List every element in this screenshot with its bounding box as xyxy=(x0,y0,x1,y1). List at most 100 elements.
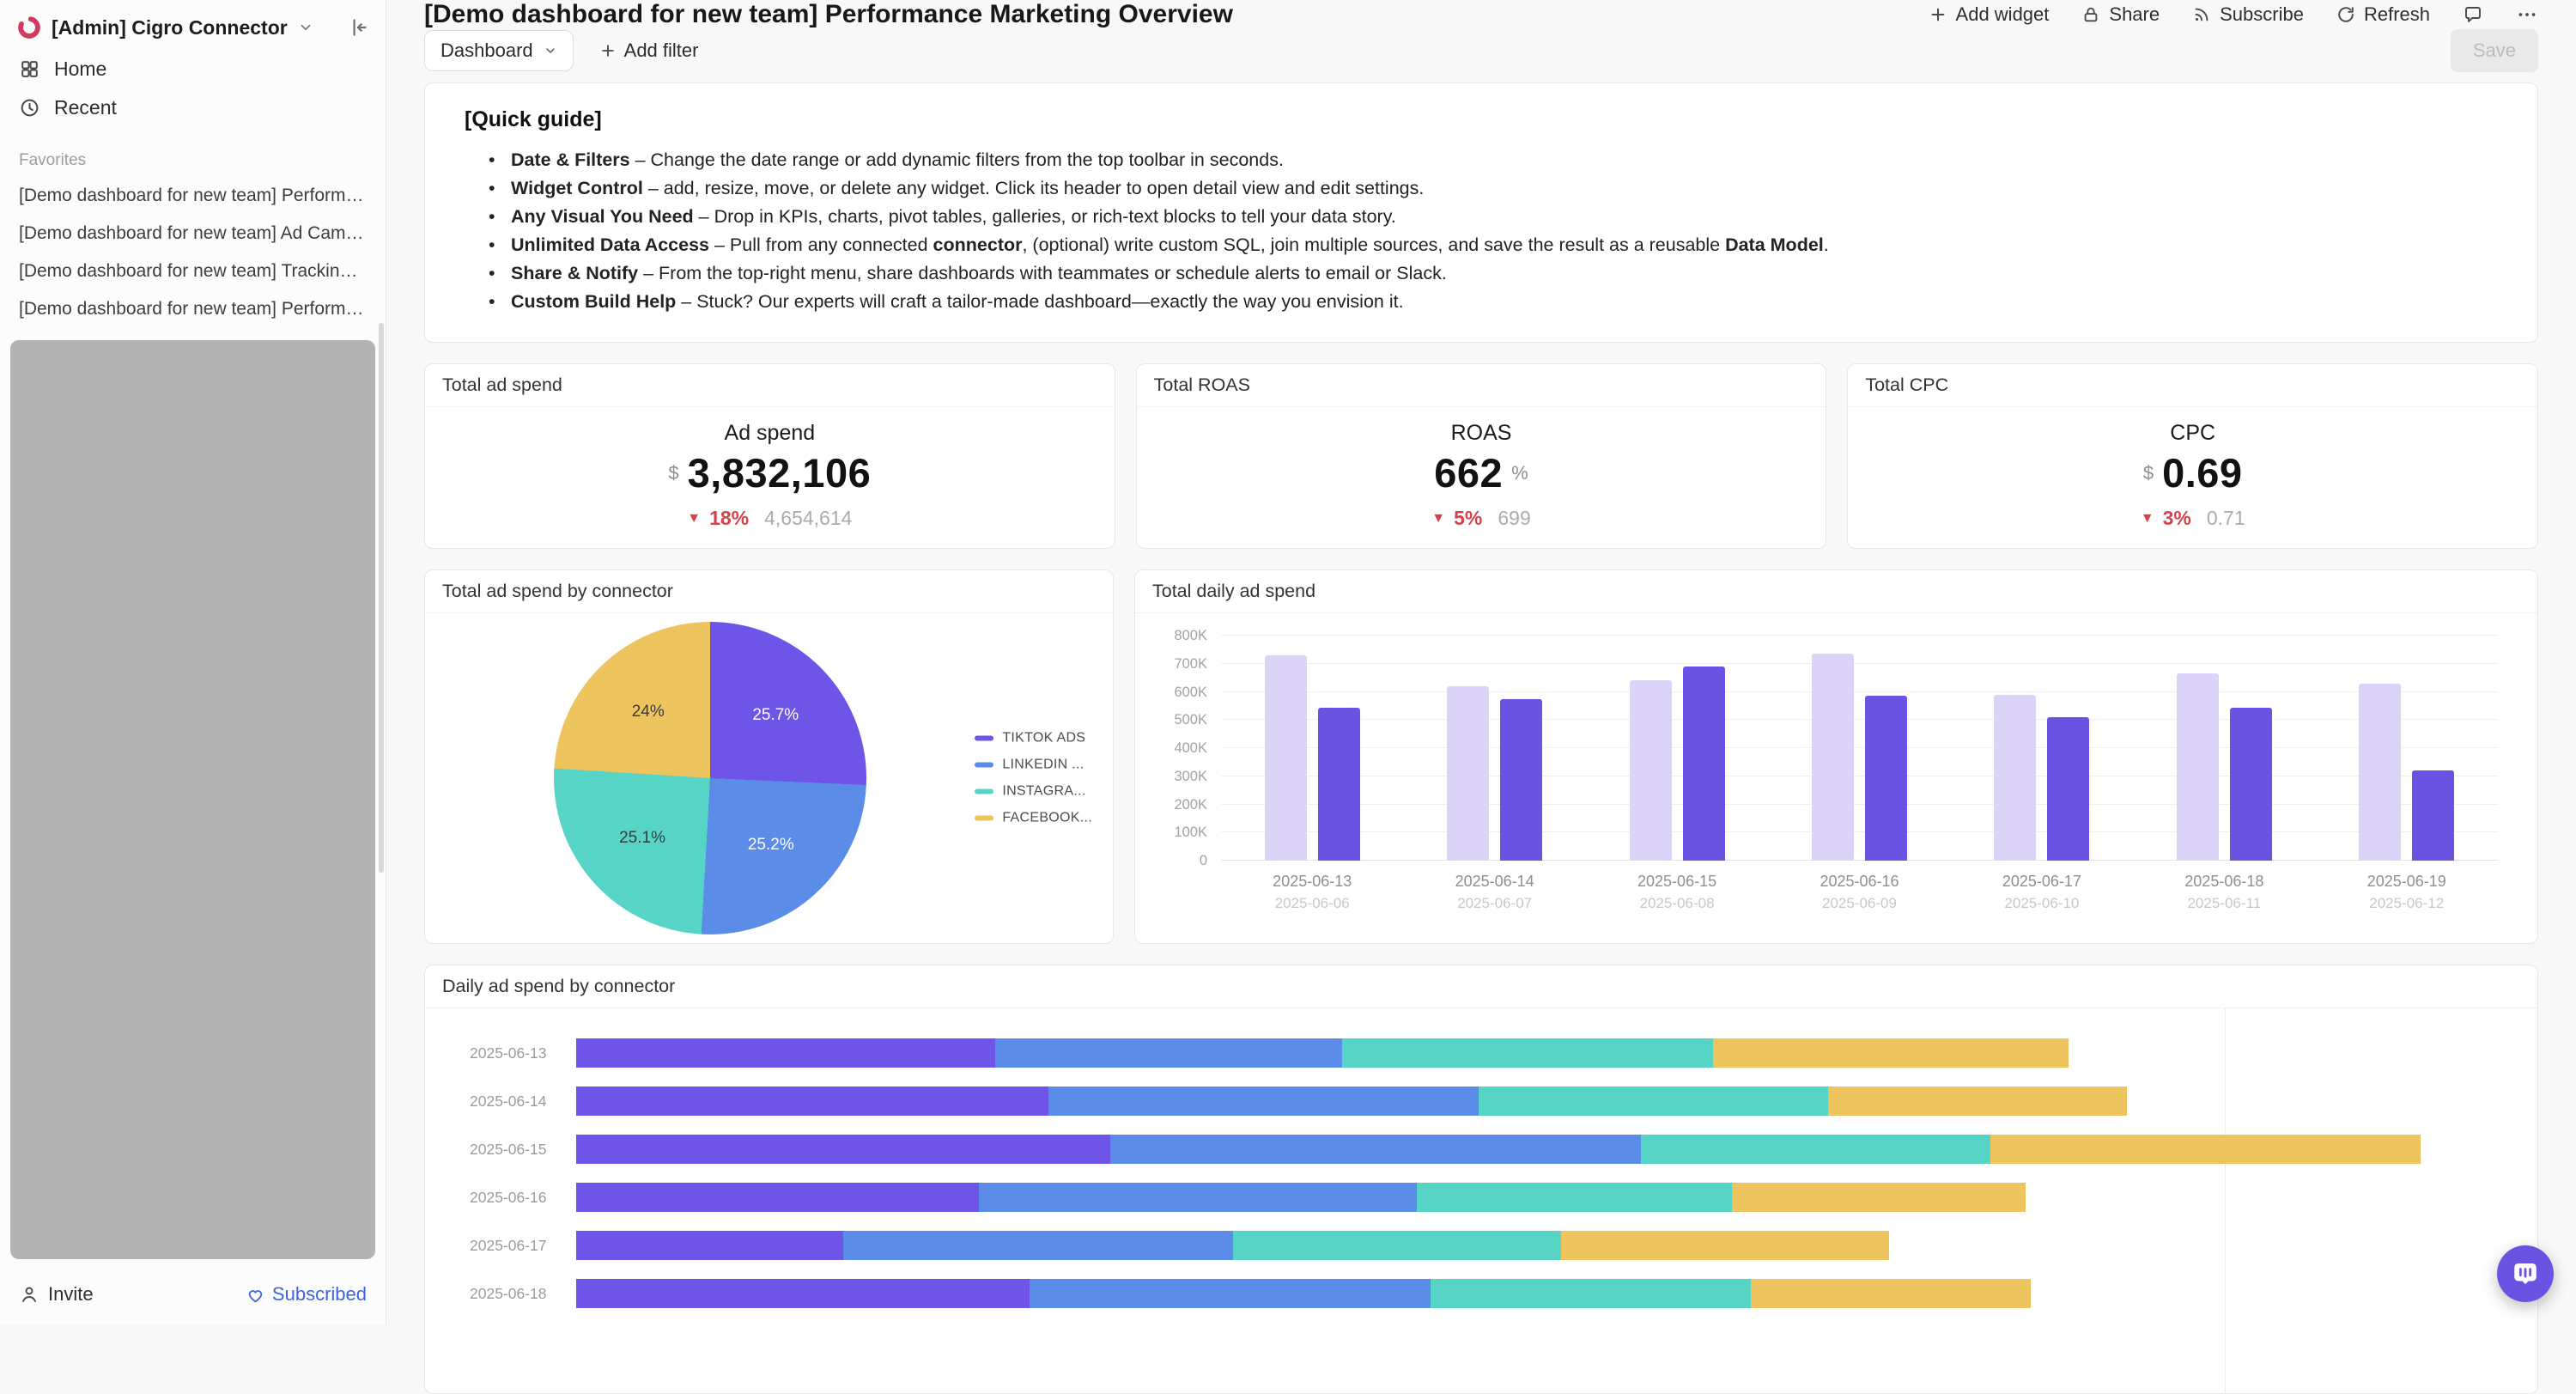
x-axis-label: 2025-06-18 2025-06-11 xyxy=(2133,873,2315,912)
workspace-name: [Admin] Cigro Connector xyxy=(52,15,288,39)
stacked-bar[interactable] xyxy=(576,1183,2498,1212)
bar[interactable] xyxy=(2176,673,2219,861)
bar[interactable] xyxy=(2359,683,2402,861)
legend-item[interactable]: LINKEDIN ... xyxy=(975,758,1092,773)
delta-down-triangle-icon: ▼ xyxy=(1431,510,1446,526)
clock-icon xyxy=(19,97,40,119)
bar[interactable] xyxy=(1317,707,1360,861)
stacked-bar[interactable] xyxy=(576,1087,2498,1116)
bar[interactable] xyxy=(1629,680,1672,861)
comments-button[interactable] xyxy=(2463,4,2483,25)
y-axis-tick-label: 600K xyxy=(1174,684,1207,700)
sidebar-item-home[interactable]: Home xyxy=(0,50,386,88)
gridline: 700K xyxy=(1174,656,2498,672)
share-button[interactable]: Share xyxy=(2081,3,2160,26)
stacked-bar[interactable] xyxy=(576,1279,2498,1308)
more-button[interactable] xyxy=(2516,3,2538,26)
sidebar-item-recent[interactable]: Recent xyxy=(0,88,386,127)
gridline: 400K xyxy=(1174,740,2498,756)
bar[interactable] xyxy=(2047,716,2090,861)
widget-header[interactable]: Total daily ad spend xyxy=(1135,570,2537,613)
kpi-delta-row: ▼ 18% 4,654,614 xyxy=(425,507,1115,530)
bar[interactable] xyxy=(1994,694,2037,861)
stacked-row-label: 2025-06-14 xyxy=(470,1092,547,1110)
kpi-body: ROAS 662% ▼ 5% 699 xyxy=(1137,407,1826,530)
workspace-switcher[interactable]: [Admin] Cigro Connector xyxy=(0,0,386,50)
stacked-bar[interactable] xyxy=(576,1231,2498,1260)
main-area: [Demo dashboard for new team] Performanc… xyxy=(386,0,2576,1394)
widget-header[interactable]: Total ad spend by connector xyxy=(425,570,1113,613)
widget-header[interactable]: Daily ad spend by connector xyxy=(425,965,2537,1008)
gridline: 600K xyxy=(1174,685,2498,700)
save-button[interactable]: Save xyxy=(2450,29,2538,72)
y-axis-tick-label: 800K xyxy=(1174,628,1207,643)
legend-color-dash xyxy=(975,762,994,768)
widget-header[interactable]: Total ROAS xyxy=(1136,364,1826,407)
kpi-value-row: 662% xyxy=(1137,449,1826,496)
y-axis-tick-label: 200K xyxy=(1174,796,1207,813)
kpi-value: 3,832,106 xyxy=(687,450,872,496)
quick-guide-title: [Quick guide] xyxy=(465,107,602,131)
widget-header[interactable]: Total ad spend xyxy=(425,364,1115,407)
stacked-row-label: 2025-06-15 xyxy=(470,1140,547,1158)
bar[interactable] xyxy=(1447,685,1490,861)
sidebar-item-label: Recent xyxy=(54,96,117,119)
bar[interactable] xyxy=(1264,654,1307,861)
subscribed-button[interactable]: Subscribed xyxy=(246,1283,367,1306)
stacked-row: 2025-06-18 xyxy=(470,1269,2498,1318)
kpi-card: Total CPC CPC $0.69 ▼ 3% 0.71 xyxy=(1847,363,2539,549)
bar-group xyxy=(1221,636,1403,861)
kpi-value: 0.69 xyxy=(2162,450,2243,496)
kpi-card: Total ad spend Ad spend $3,832,106 ▼ 18% 4,65… xyxy=(424,363,1115,549)
bar-group xyxy=(1586,636,1768,861)
legend-item[interactable]: INSTAGRA... xyxy=(975,784,1092,800)
kpi-value: 662 xyxy=(1434,450,1504,496)
stacked-bar-segment xyxy=(1048,1087,1479,1116)
sidebar-favorite-item[interactable]: [Demo dashboard for new team] Performanc… xyxy=(19,186,386,205)
x-axis-label: 2025-06-19 2025-06-12 xyxy=(2316,873,2498,912)
bar[interactable] xyxy=(1811,654,1854,861)
sidebar-favorite-item[interactable]: [Demo dashboard for new team] Tracking &… xyxy=(19,261,386,281)
stacked-bar-segment xyxy=(1417,1183,1732,1212)
y-axis-tick-label: 300K xyxy=(1174,768,1207,784)
stacked-bar-segment xyxy=(1641,1135,1991,1164)
invite-button[interactable]: Invite xyxy=(19,1283,94,1306)
pie-chart: 25.7% 25.2% 25.1% 24% xyxy=(554,622,866,934)
legend-color-dash xyxy=(975,815,994,821)
stacked-bar[interactable] xyxy=(576,1038,2498,1068)
chat-fab[interactable] xyxy=(2497,1245,2554,1302)
bar[interactable] xyxy=(2412,770,2455,861)
sidebar-favorite-item[interactable]: [Demo dashboard for new team] Performanc… xyxy=(19,299,386,319)
subscribe-button[interactable]: Subscribe xyxy=(2192,3,2304,26)
stacked-bar-segment xyxy=(576,1135,1110,1164)
kpi-delta-value: 18% xyxy=(709,507,750,529)
legend-item[interactable]: FACEBOOK... xyxy=(975,811,1092,826)
sidebar-item-label: Home xyxy=(54,58,107,80)
bar[interactable] xyxy=(1500,698,1543,861)
kpi-compare-value: 4,654,614 xyxy=(764,507,853,529)
refresh-button[interactable]: Refresh xyxy=(2336,3,2430,26)
add-widget-button[interactable]: Add widget xyxy=(1929,3,2049,26)
stacked-bar[interactable] xyxy=(576,1135,2498,1164)
bar[interactable] xyxy=(1864,696,1907,861)
delta-down-triangle-icon: ▼ xyxy=(687,510,702,526)
add-filter-label: Add filter xyxy=(623,40,699,61)
sidebar-collapse-icon[interactable] xyxy=(348,16,370,39)
stacked-bar-segment xyxy=(576,1038,995,1068)
widget-header[interactable]: Total CPC xyxy=(1848,364,2538,407)
sidebar-scrollbar-thumb[interactable] xyxy=(379,323,384,873)
sidebar-favorite-item[interactable]: [Demo dashboard for new team] Ad Campaig… xyxy=(19,223,386,243)
dashboard-selector-label: Dashboard xyxy=(440,40,533,61)
legend-item[interactable]: TIKTOK ADS xyxy=(975,731,1092,746)
refresh-icon xyxy=(2336,5,2355,24)
add-filter-button[interactable]: Add filter xyxy=(599,40,699,62)
pie-slice-label: 24% xyxy=(631,703,665,721)
dashboard-selector[interactable]: Dashboard xyxy=(424,30,574,71)
stacked-bar-segment xyxy=(1030,1279,1431,1308)
x-axis-label-previous: 2025-06-09 xyxy=(1821,895,1897,911)
bar[interactable] xyxy=(2229,707,2272,861)
refresh-label: Refresh xyxy=(2363,3,2430,25)
quick-guide-list: Date & Filters – Change the date range o… xyxy=(465,146,2498,316)
bar[interactable] xyxy=(1682,667,1725,861)
chevron-down-icon xyxy=(298,20,313,35)
